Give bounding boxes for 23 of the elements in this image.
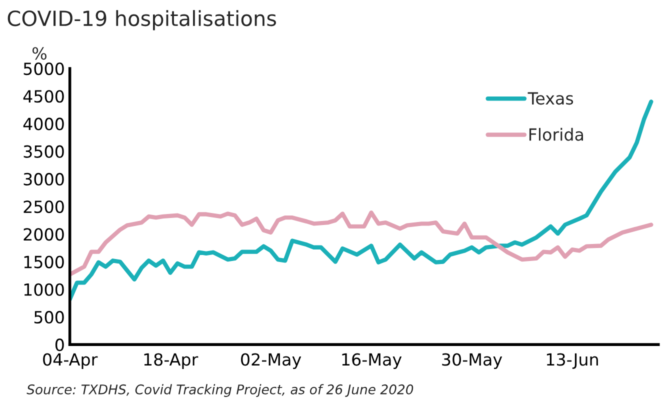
x-tick-label: 02-May bbox=[241, 353, 302, 370]
source-note: Source: TXDHS, Covid Tracking Project, as of 26 June 2020 bbox=[26, 384, 414, 397]
y-tick-label: 1000 bbox=[24, 283, 64, 296]
y-tick-label: 500 bbox=[34, 310, 64, 324]
y-tick-label: 1500 bbox=[24, 256, 64, 268]
y-axis-title: % bbox=[32, 47, 46, 60]
x-tick-label: 30-May bbox=[442, 353, 502, 370]
legend-label: Texas bbox=[528, 92, 574, 105]
y-tick-label: 3500 bbox=[24, 145, 64, 158]
x-tick-label: 16-May bbox=[342, 353, 402, 370]
x-tick-label: 18-Apr bbox=[144, 353, 198, 370]
y-tick-label: 3000 bbox=[24, 172, 64, 186]
y-tick-label: 2000 bbox=[24, 228, 64, 241]
line-series bbox=[70, 210, 654, 277]
legend-label: Florida bbox=[529, 128, 583, 141]
y-tick-label: 5000 bbox=[24, 62, 64, 76]
y-tick-label: 4500 bbox=[23, 90, 64, 103]
y-tick-label: 0 bbox=[55, 338, 64, 352]
y-tick-label: 4000 bbox=[23, 118, 64, 130]
x-tick-label: 04-Apr bbox=[43, 353, 98, 370]
chart-title: COVID-19 hospitalisations bbox=[8, 10, 276, 30]
x-tick-label: 13-Jun bbox=[546, 353, 598, 369]
y-tick-label: 2500 bbox=[24, 200, 64, 214]
